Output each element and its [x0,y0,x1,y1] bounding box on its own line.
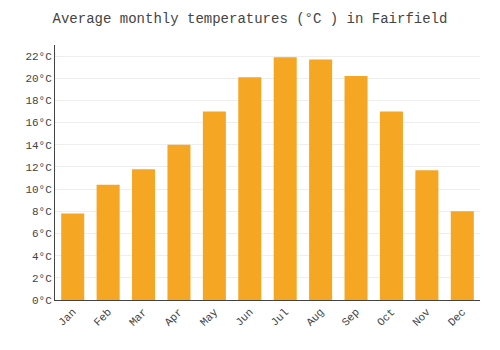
svg-text:Jul: Jul [269,306,291,328]
svg-text:Apr: Apr [162,306,184,328]
svg-text:Average monthly temperatures (: Average monthly temperatures (°C ) in Fa… [53,11,448,27]
svg-text:Sep: Sep [340,306,362,328]
svg-text:4°C: 4°C [32,251,52,263]
svg-text:22°C: 22°C [25,51,52,63]
svg-text:10°C: 10°C [25,184,52,196]
svg-text:6°C: 6°C [32,228,52,240]
svg-text:2°C: 2°C [32,273,52,285]
svg-text:Nov: Nov [410,306,433,329]
svg-text:Jun: Jun [233,306,255,328]
svg-text:20°C: 20°C [25,73,52,85]
svg-text:Feb: Feb [92,306,114,328]
svg-text:Oct: Oct [375,306,397,328]
svg-text:Dec: Dec [446,306,468,328]
svg-text:12°C: 12°C [25,162,52,174]
svg-text:May: May [198,306,221,329]
svg-text:14°C: 14°C [25,140,52,152]
svg-text:0°C: 0°C [32,295,52,307]
svg-text:Jan: Jan [56,306,78,328]
svg-text:16°C: 16°C [25,117,52,129]
svg-text:Mar: Mar [127,306,149,328]
svg-text:8°C: 8°C [32,206,52,218]
svg-text:Aug: Aug [304,306,326,328]
svg-text:18°C: 18°C [25,95,52,107]
